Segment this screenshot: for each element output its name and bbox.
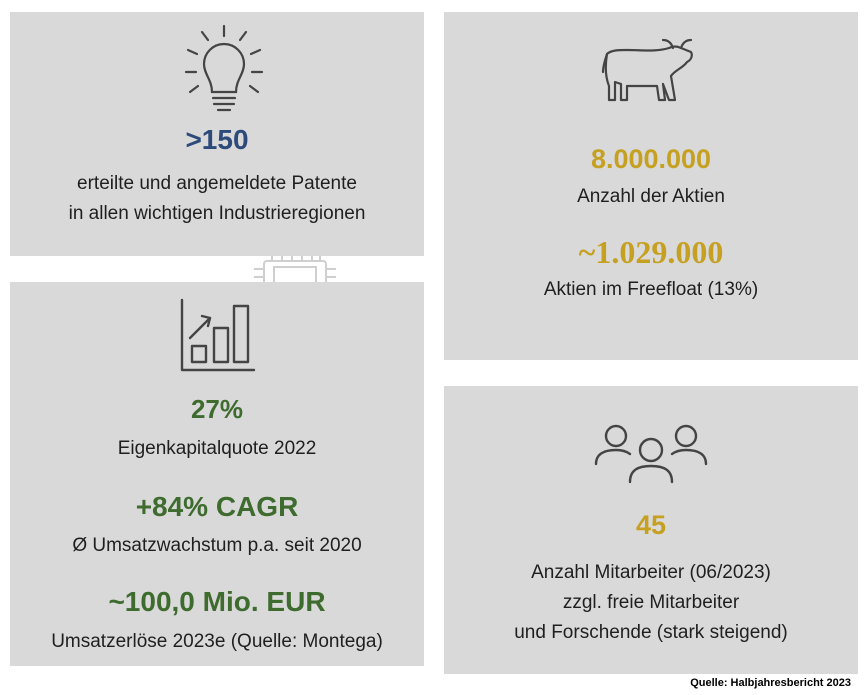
employees-panel: 45 Anzahl Mitarbeiter (06/2023) zzgl. fr… (444, 386, 858, 674)
revenue-label: Umsatzerlöse 2023e (Quelle: Montega) (51, 631, 383, 652)
cagr-value: +84% CAGR (135, 491, 299, 522)
equity-ratio-label: Eigenkapitalquote 2022 (117, 438, 317, 459)
shares-freefloat-label: Aktien im Freefloat (13%) (543, 279, 759, 300)
employees-line3: und Forschende (stark steigend) (514, 622, 788, 643)
source-note: Quelle: Halbjahresbericht 2023 (690, 677, 851, 689)
shares-total-label: Anzahl der Aktien (577, 186, 725, 207)
equity-ratio-value: 27% (190, 394, 244, 424)
revenue-value: ~100,0 Mio. EUR (108, 586, 326, 617)
shares-total-value: 8.000.000 (590, 144, 712, 174)
employees-line2: zzgl. freie Mitarbeiter (562, 592, 740, 613)
bar-chart-growth-icon (180, 298, 256, 372)
patents-line1: erteilte und angemeldete Patente (77, 173, 357, 194)
shares-panel: 8.000.000 Anzahl der Aktien ~1.029.000 A… (444, 12, 858, 360)
shares-freefloat-value: ~1.029.000 (578, 234, 724, 270)
patents-panel: >150 erteilte und angemeldete Patente in… (10, 12, 424, 256)
employees-line1: Anzahl Mitarbeiter (06/2023) (531, 562, 771, 583)
employees-value: 45 (635, 510, 667, 540)
cagr-label: Ø Umsatzwachstum p.a. seit 2020 (72, 535, 362, 556)
bull-icon (601, 38, 693, 102)
people-group-icon (594, 424, 708, 484)
chip-icon (254, 255, 336, 285)
lightbulb-icon (184, 24, 264, 112)
patents-line2: in allen wichtigen Industrieregionen (68, 203, 366, 224)
patents-value: >150 (185, 124, 249, 155)
finance-panel: 27% Eigenkapitalquote 2022 +84% CAGR Ø U… (10, 282, 424, 666)
